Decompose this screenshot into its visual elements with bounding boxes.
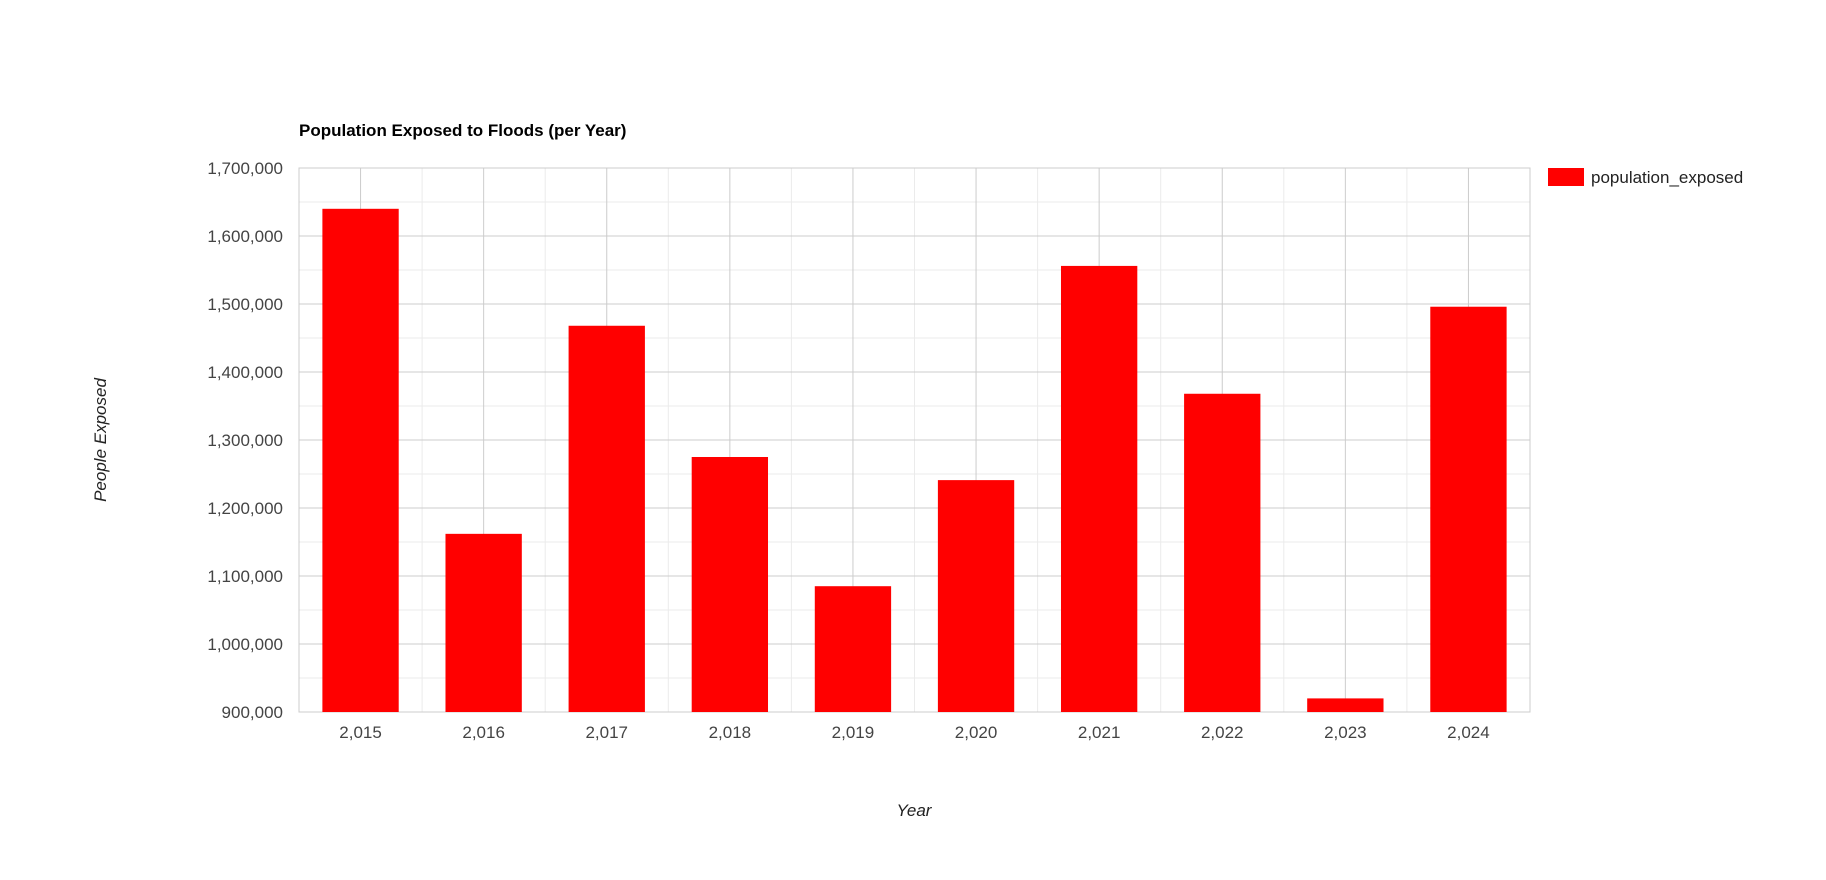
legend: population_exposed [1548,168,1743,187]
x-tick-label: 2,019 [832,723,875,742]
x-tick-label: 2,021 [1078,723,1121,742]
y-tick-label: 1,400,000 [207,363,283,382]
x-tick-label: 2,018 [709,723,752,742]
bar-2,020 [937,480,1015,712]
y-axis-title: People Exposed [91,378,110,502]
bar-2,016 [445,533,522,712]
y-tick-label: 1,600,000 [207,227,283,246]
legend-swatch [1548,168,1584,186]
legend-label: population_exposed [1591,168,1743,187]
x-tick-label: 2,017 [585,723,628,742]
y-tick-label: 900,000 [222,703,283,722]
chart-title: Population Exposed to Floods (per Year) [299,121,626,140]
bar-2,019 [814,586,892,712]
x-tick-label: 2,024 [1447,723,1490,742]
x-tick-label: 2,016 [462,723,505,742]
bar-2,024 [1430,306,1507,712]
axes-layer: 900,000 1,000,000 1,100,000 1,200,000 1,300,… [207,159,1489,742]
x-tick-label: 2,015 [339,723,382,742]
plot-border [298,167,1531,713]
x-axis-title: Year [897,801,933,820]
bar-2,021 [1060,265,1138,712]
y-tick-label: 1,300,000 [207,431,283,450]
x-tick-label: 2,022 [1201,723,1244,742]
bars-layer [322,208,1507,713]
bar-2,018 [691,457,769,712]
y-tick-label: 1,700,000 [207,159,283,178]
x-tick-label: 2,020 [955,723,998,742]
y-tick-label: 1,100,000 [207,567,283,586]
bar-2,017 [568,325,645,712]
bar-2,023 [1307,698,1384,712]
y-tick-label: 1,500,000 [207,295,283,314]
y-tick-label: 1,000,000 [207,635,283,654]
x-tick-label: 2,023 [1324,723,1367,742]
bar-2,022 [1184,393,1261,712]
bar-2,015 [322,208,399,713]
y-tick-label: 1,200,000 [207,499,283,518]
